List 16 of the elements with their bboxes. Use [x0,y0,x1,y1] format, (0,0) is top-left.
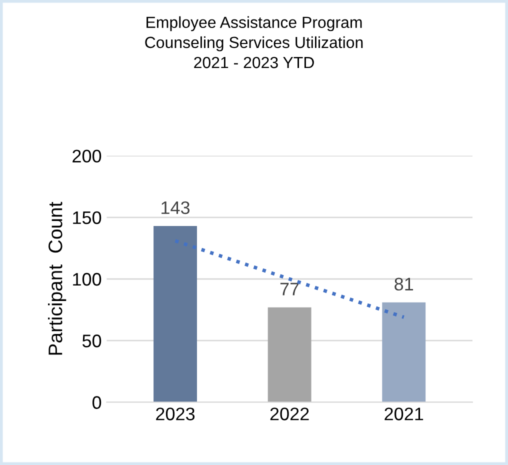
bar [154,226,197,402]
data-label: 143 [162,201,190,214]
x-tick-label: 2023 [156,408,195,420]
x-tick-label: 2022 [270,408,309,420]
y-tick-label: 50 [82,334,102,348]
y-tick-label: 100 [73,272,102,286]
y-tick-label: 0 [92,396,102,409]
x-tick-label: 2021 [384,408,424,420]
y-tick-label: 200 [72,150,102,162]
data-label: 77 [280,282,299,296]
chart-title: Employee Assistance Program Counseling Services Utilization 2021 - 2023 YTD [145,16,363,68]
data-label: 81 [394,278,414,291]
bar [268,307,312,402]
bar [382,302,426,402]
y-tick-label: 150 [73,211,102,224]
y-axis-title: Participant Count [48,202,66,355]
